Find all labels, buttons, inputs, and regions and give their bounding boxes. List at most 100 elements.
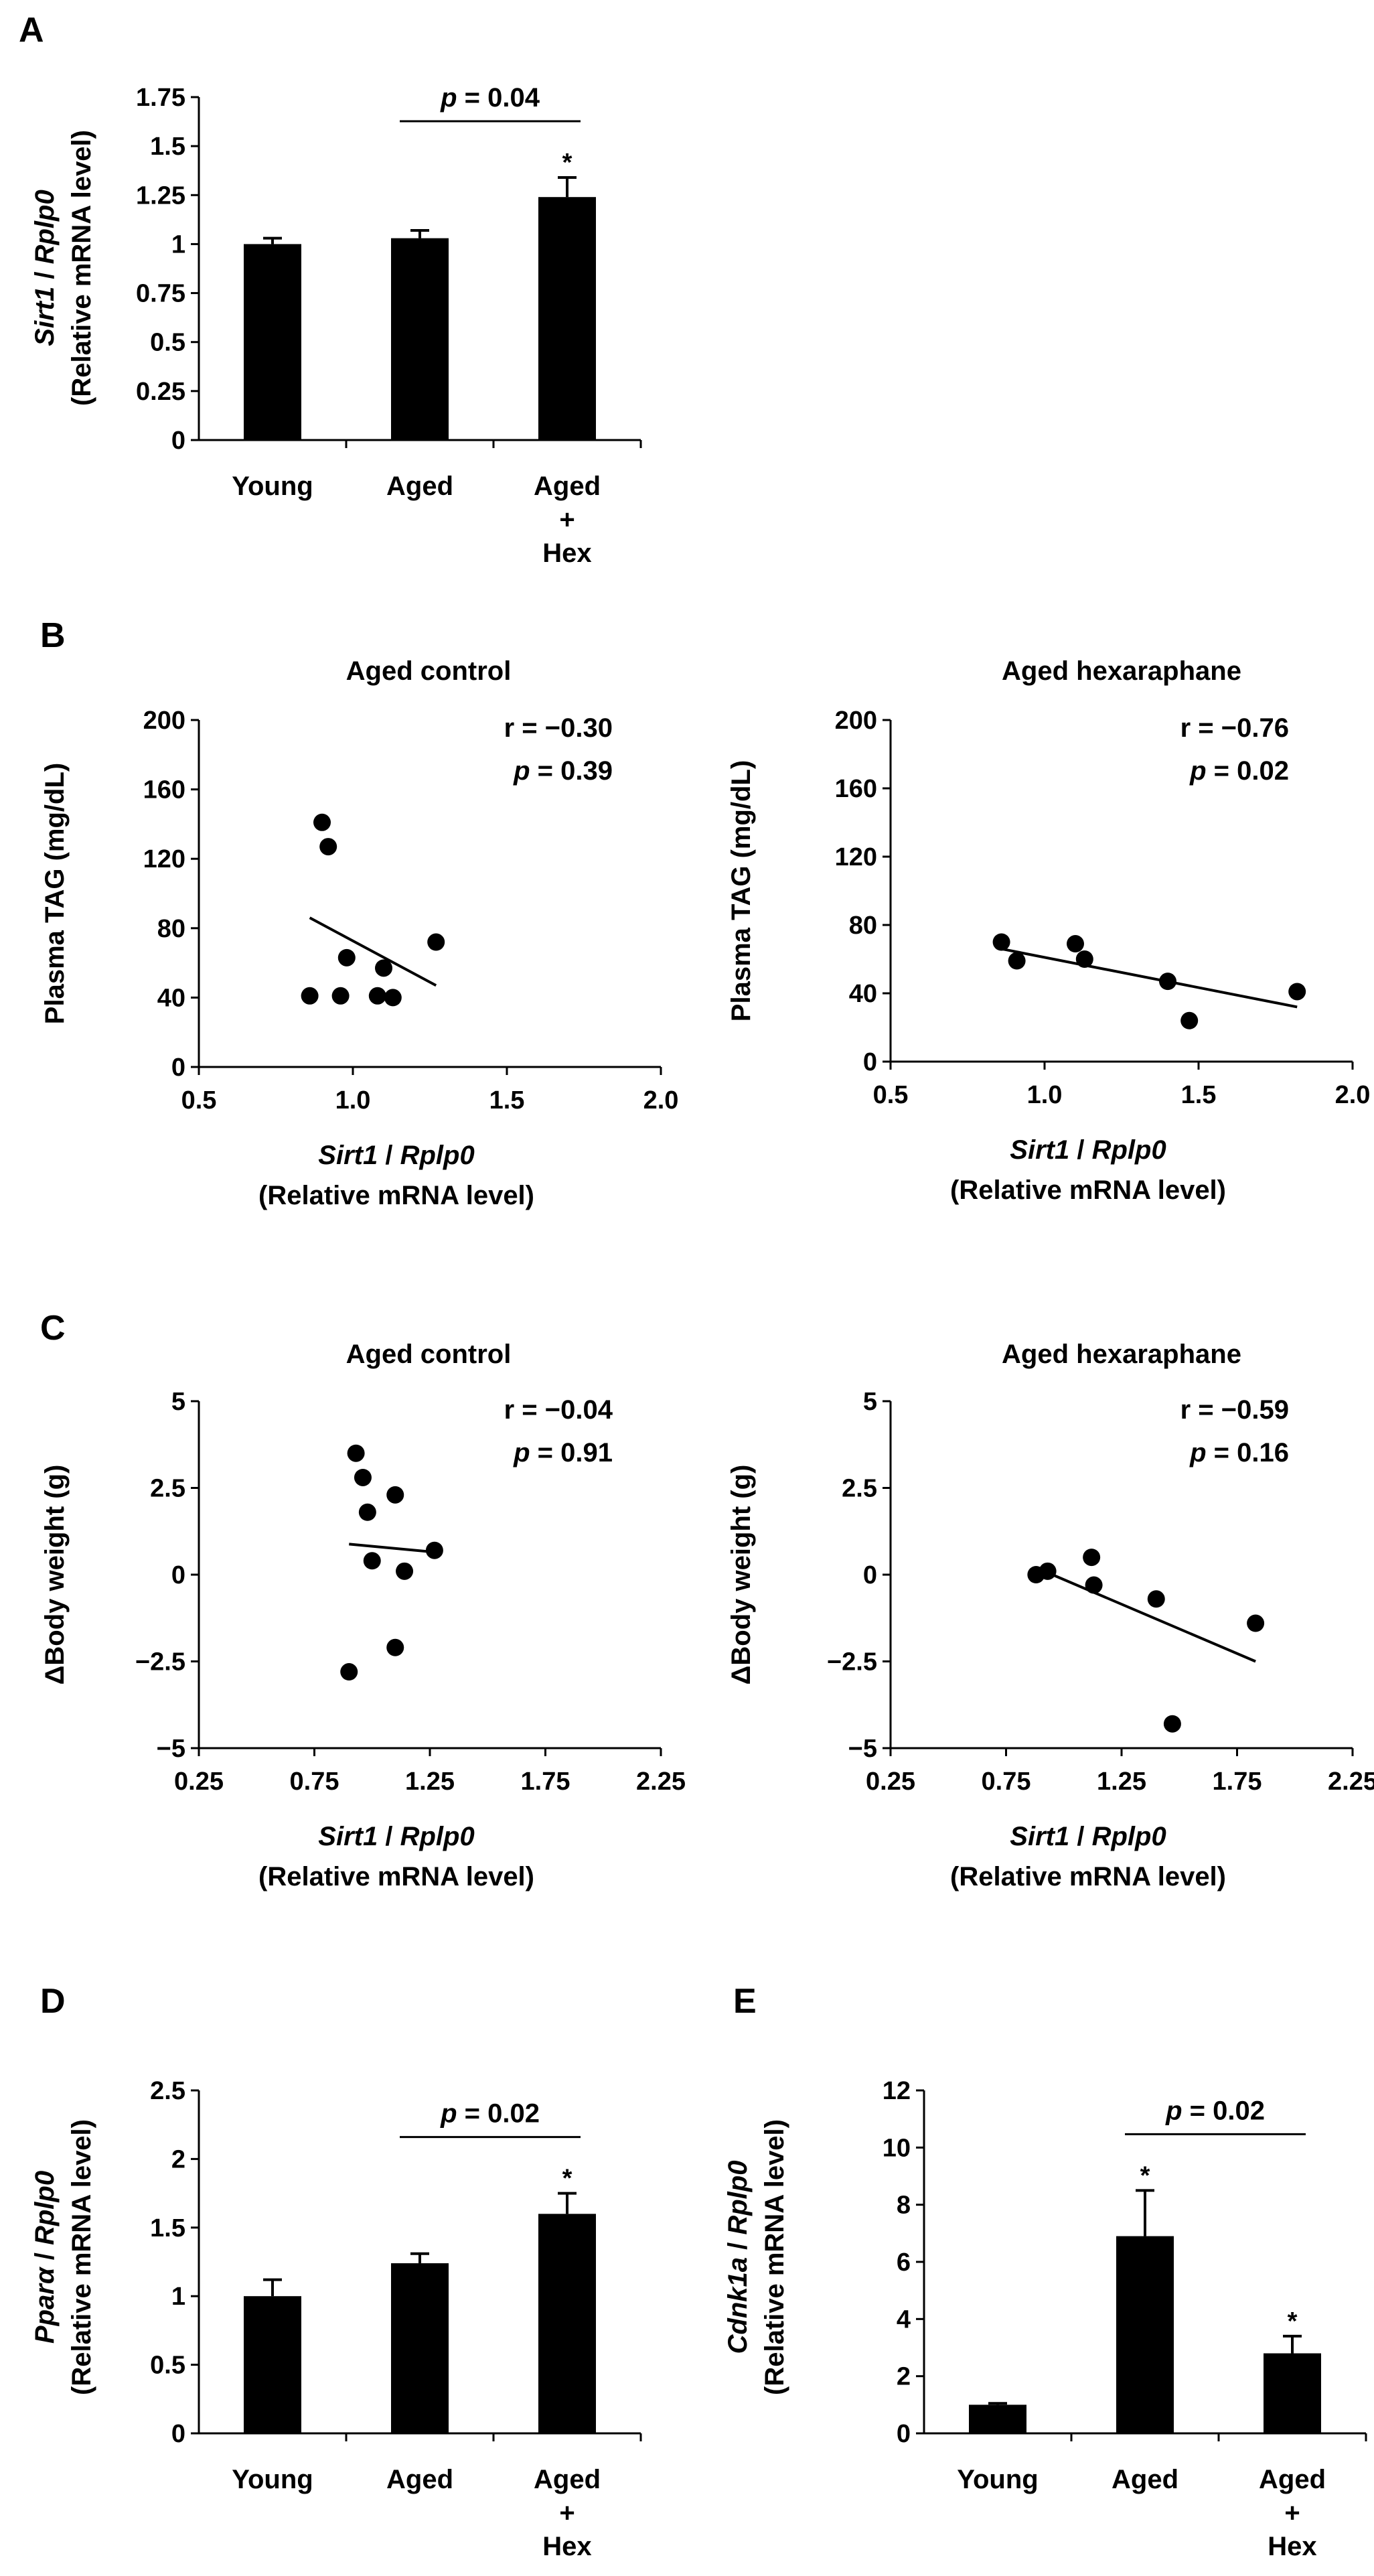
- a-category-label: Aged: [386, 472, 453, 501]
- panel-label-e: E: [733, 1982, 757, 2021]
- b-left-y-tick-label: 200: [143, 707, 185, 735]
- c-left-data-point: [386, 1638, 404, 1656]
- b-left-data-point: [368, 987, 386, 1005]
- c-left-y-tick-label: −2.5: [135, 1648, 185, 1676]
- e-y-tick-label: 10: [883, 2134, 911, 2162]
- a-category-label: Young: [232, 472, 313, 501]
- d-category-label: Young: [232, 2465, 313, 2494]
- d-bar: [391, 2263, 449, 2433]
- e-y-tick-label: 0: [897, 2420, 911, 2448]
- a-y-tick-label: 0.75: [136, 280, 185, 308]
- c-left-data-point: [386, 1486, 404, 1504]
- e-y-label-unit: (Relative mRNA level): [760, 2119, 789, 2395]
- c-left-x-tick-label: 1.25: [405, 1768, 455, 1796]
- b-right-y-tick-label: 120: [835, 843, 877, 871]
- a-y-tick-label: 1: [171, 230, 185, 259]
- c-right-data-point: [1163, 1715, 1181, 1733]
- b-right-data-point: [992, 933, 1010, 951]
- c-left-y-tick-label: 5: [171, 1388, 185, 1416]
- c-left-p-value: p = 0.91: [513, 1438, 613, 1468]
- c-left-data-point: [425, 1541, 443, 1559]
- c-left-x-tick-label: 0.75: [290, 1768, 339, 1796]
- b-left-regression-line: [309, 916, 437, 987]
- b-right-data-point: [1180, 1011, 1199, 1029]
- b-left-y-tick-label: 160: [143, 776, 185, 804]
- c-right-x-tick-label: 1.25: [1097, 1768, 1146, 1796]
- e-bar: [1264, 2353, 1321, 2433]
- c-right-data-point: [1083, 1549, 1101, 1567]
- e-y-label-gene: Cdnk1a / Rplp0: [723, 2161, 753, 2354]
- b-left-data-point: [337, 948, 356, 967]
- c-right-r-value: r = −0.59: [1180, 1395, 1289, 1425]
- b-left-title: Aged control: [346, 656, 512, 686]
- a-p-value: p = 0.04: [440, 83, 540, 113]
- d-y-tick-label: 1: [171, 2283, 185, 2311]
- a-bar: [538, 197, 596, 440]
- b-right-r-value: r = −0.76: [1180, 713, 1289, 743]
- c-right-x-tick-label: 0.75: [982, 1768, 1031, 1796]
- e-category-label: Young: [957, 2465, 1038, 2494]
- c-left-data-point: [354, 1468, 372, 1486]
- c-right-x-tick-label: 2.25: [1328, 1768, 1374, 1796]
- c-left-x-tick-label: 2.25: [636, 1768, 686, 1796]
- c-right-x-label-gene: Sirt1 / Rplp0: [1010, 1822, 1166, 1851]
- c-left-data-point: [347, 1444, 365, 1462]
- d-y-label-unit: (Relative mRNA level): [67, 2119, 96, 2395]
- c-left-x-label-gene: Sirt1 / Rplp0: [318, 1822, 474, 1851]
- b-right-x-tick-label: 2.0: [1335, 1081, 1371, 1109]
- b-right-title: Aged hexaraphane: [1002, 656, 1241, 686]
- a-bar: [244, 244, 301, 440]
- c-left-y-tick-label: 0: [171, 1561, 185, 1589]
- c-right-y-tick-label: −2.5: [827, 1648, 877, 1676]
- d-category-label: Hex: [542, 2532, 591, 2561]
- a-bar: [391, 238, 449, 440]
- a-y-label-gene: Sirt1 / Rplp0: [30, 190, 60, 346]
- c-left-y-label: ΔBody weight (g): [40, 1465, 70, 1685]
- b-right-y-label: Plasma TAG (mg/dL): [727, 760, 756, 1021]
- d-y-tick-label: 2.5: [150, 2077, 185, 2105]
- b-right-y-tick-label: 0: [863, 1048, 877, 1076]
- b-left-data-point: [384, 989, 402, 1007]
- d-bar: [244, 2296, 301, 2433]
- e-significance-star: *: [1140, 2161, 1150, 2190]
- a-y-tick-label: 0.5: [150, 329, 185, 357]
- c-right-y-tick-label: 0: [863, 1561, 877, 1589]
- b-left-x-tick-label: 0.5: [181, 1086, 217, 1115]
- b-left-x-label-gene: Sirt1 / Rplp0: [318, 1141, 474, 1170]
- c-left-x-label-unit: (Relative mRNA level): [258, 1862, 534, 1891]
- b-right-y-tick-label: 200: [835, 707, 877, 735]
- b-right-data-point: [1067, 935, 1084, 953]
- a-y-tick-label: 1.5: [150, 133, 185, 161]
- d-bar: [538, 2214, 596, 2433]
- b-right-data-point: [1008, 952, 1026, 970]
- b-left-data-point: [319, 838, 337, 856]
- c-left-title: Aged control: [346, 1340, 512, 1369]
- a-y-tick-label: 1.75: [136, 84, 185, 112]
- b-left-p-value: p = 0.39: [513, 756, 613, 786]
- c-right-y-tick-label: −5: [848, 1735, 877, 1763]
- b-left-y-tick-label: 0: [171, 1054, 185, 1082]
- e-bar: [1116, 2236, 1174, 2433]
- d-p-value: p = 0.02: [440, 2099, 540, 2129]
- a-y-label-unit: (Relative mRNA level): [67, 130, 96, 406]
- b-left-data-point: [301, 987, 319, 1005]
- d-y-label-gene: Pparα / Rplp0: [30, 2171, 60, 2344]
- e-y-tick-label: 2: [897, 2363, 911, 2391]
- panel-label-a: A: [19, 11, 44, 50]
- b-left-y-tick-label: 40: [157, 984, 185, 1012]
- b-left-y-label: Plasma TAG (mg/dL): [40, 763, 70, 1024]
- b-right-x-label-unit: (Relative mRNA level): [950, 1175, 1226, 1205]
- b-right-x-tick-label: 1.0: [1027, 1081, 1063, 1109]
- e-significance-star: *: [1288, 2307, 1298, 2336]
- d-y-tick-label: 0: [171, 2420, 185, 2448]
- panel-label-b: B: [40, 616, 66, 655]
- e-p-value: p = 0.02: [1165, 2096, 1265, 2125]
- b-left-data-point: [375, 959, 392, 977]
- b-right-p-value: p = 0.02: [1189, 756, 1289, 786]
- e-y-tick-label: 12: [883, 2077, 911, 2105]
- b-left-x-tick-label: 2.0: [643, 1086, 679, 1115]
- c-left-data-point: [340, 1663, 358, 1681]
- b-left-x-tick-label: 1.5: [489, 1086, 525, 1115]
- c-right-data-point: [1247, 1614, 1265, 1632]
